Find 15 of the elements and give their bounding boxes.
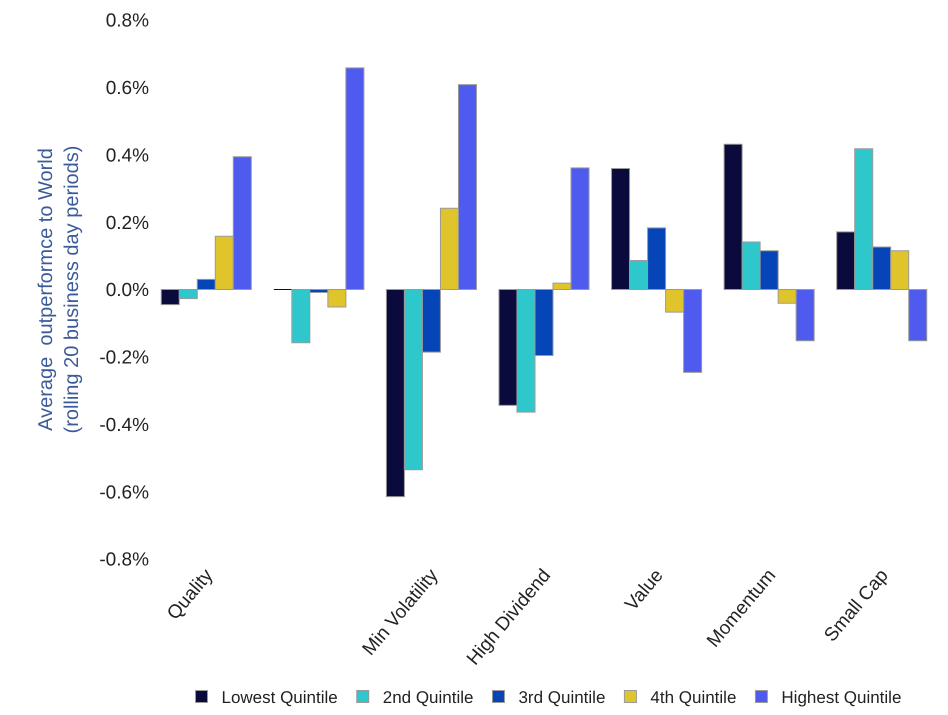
legend-label: Lowest Quintile (222, 688, 338, 708)
y-tick-label: -0.4% (99, 414, 150, 436)
y-tick-label: 0.8% (106, 10, 150, 32)
legend-label: 2nd Quintile (382, 688, 474, 708)
y-tick-label: -0.6% (99, 482, 150, 504)
y-axis-title: Average outperformce to World (rolling 20 business day periods) (34, 146, 83, 434)
y-tick-label: 0.0% (106, 280, 150, 302)
y-tick-label: 0.2% (106, 212, 150, 234)
y-tick-label: -0.2% (99, 348, 150, 369)
y-tick-label: 0.6% (106, 78, 150, 100)
legend-label: 4th Quintile (650, 688, 736, 708)
y-tick-label: 0.4% (106, 145, 150, 166)
legend-label: Highest Quintile (781, 688, 902, 708)
legend-label: 3rd Quintile (518, 688, 606, 708)
y-tick-label: -0.8% (99, 550, 150, 571)
